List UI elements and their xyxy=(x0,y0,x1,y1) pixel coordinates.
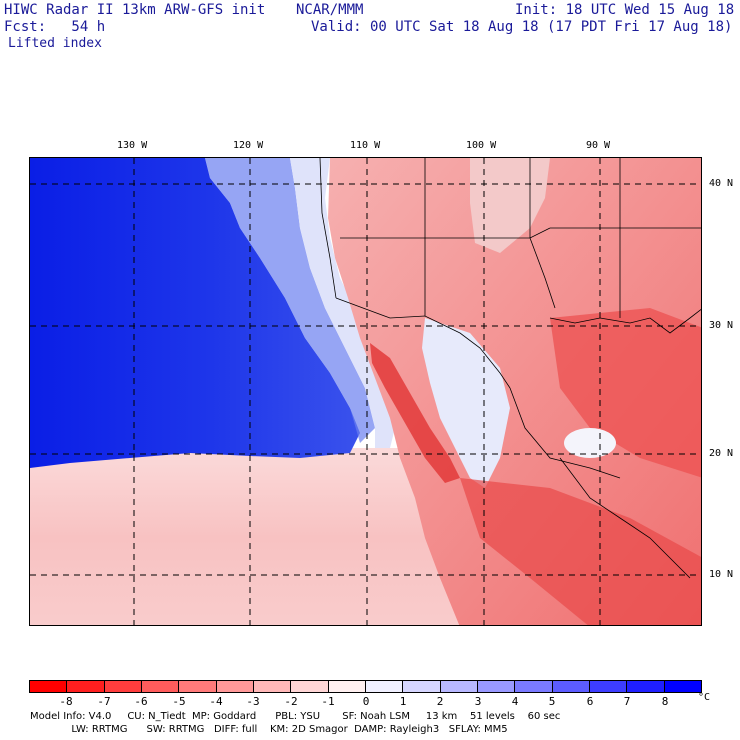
lon-label: 120 W xyxy=(233,140,264,151)
strong-instability-west-mexico xyxy=(370,343,460,483)
colorbar-swatch xyxy=(365,681,404,692)
coastal-blue-fade xyxy=(205,158,375,443)
map-canvas xyxy=(30,158,701,625)
colorbar-swatch xyxy=(216,681,254,692)
lon-label: 90 W xyxy=(586,140,611,151)
colorbar-swatch xyxy=(627,681,665,692)
model-title: HIWC Radar II 13km ARW-GFS init xyxy=(4,2,266,18)
colorbar-label: 1 xyxy=(399,695,407,708)
colorbar-label: -2 xyxy=(284,695,298,708)
model-info-line2: LW: RRTMG SW: RRTMG DIFF: full KM: 2D Sm… xyxy=(30,724,508,735)
colorbar-label: -5 xyxy=(172,695,186,708)
colorbar-label: 7 xyxy=(623,695,631,708)
colorbar-label: -3 xyxy=(246,695,260,708)
colorbar-label: -1 xyxy=(321,695,335,708)
colorbar-swatch xyxy=(141,681,180,692)
colorbar-swatch xyxy=(440,681,478,692)
lon-label: 100 W xyxy=(466,140,497,151)
political-borders xyxy=(319,158,701,579)
colorbar-swatch xyxy=(477,681,516,692)
neutral-strip xyxy=(290,158,400,448)
colorbar-swatch xyxy=(179,681,217,692)
colorbar-swatch xyxy=(291,681,329,692)
colorbar-label: 0 xyxy=(362,695,370,708)
colorbar-label: -8 xyxy=(59,695,73,708)
colorbar-swatch xyxy=(104,681,142,692)
lon-label: 130 W xyxy=(117,140,148,151)
colorbar-swatch xyxy=(403,681,441,692)
central-america-instability xyxy=(460,478,701,625)
colorbar-unit: °C xyxy=(697,692,711,703)
lat-label: 30 N xyxy=(709,320,734,331)
colorbar-label: -7 xyxy=(97,695,111,708)
lon-label: 110 W xyxy=(350,140,381,151)
forecast-hour: Fcst: 54 h xyxy=(4,19,106,35)
colorbar-swatch xyxy=(664,681,701,692)
init-time: Init: 18 UTC Wed 15 Aug 18 xyxy=(515,2,735,18)
colorbar xyxy=(29,680,702,693)
colorbar-label: 5 xyxy=(548,695,556,708)
colorbar-swatch xyxy=(589,681,628,692)
lifted-index-map xyxy=(29,157,702,626)
mexico-plateau-neutral xyxy=(422,318,510,488)
colorbar-label: 3 xyxy=(474,695,482,708)
colorbar-swatch xyxy=(328,681,366,692)
colorbar-label: 6 xyxy=(586,695,594,708)
colorbar-label: 8 xyxy=(661,695,669,708)
org-label: NCAR/MMM xyxy=(296,2,364,18)
colorbar-label: 4 xyxy=(511,695,519,708)
colorbar-label: -4 xyxy=(209,695,223,708)
lat-label: 20 N xyxy=(709,448,734,459)
pacific-stable-region xyxy=(30,158,360,468)
lat-label: 10 N xyxy=(709,569,734,580)
colorbar-label: 2 xyxy=(436,695,444,708)
yucatan-neutral-patch xyxy=(564,428,616,458)
lat-label: 40 N xyxy=(709,178,734,189)
colorbar-swatch xyxy=(515,681,553,692)
model-info-line1: Model Info: V4.0 CU: N_Tiedt MP: Goddard… xyxy=(30,711,561,722)
colorbar-swatch xyxy=(30,681,68,692)
valid-time: Valid: 00 UTC Sat 18 Aug 18 (17 PDT Fri … xyxy=(311,19,733,35)
strong-instability-gulf xyxy=(550,308,701,478)
colorbar-swatch xyxy=(552,681,590,692)
colorbar-label: -6 xyxy=(134,695,148,708)
land-unstable-region xyxy=(328,158,701,625)
colorbar-swatch xyxy=(67,681,105,692)
field-name: Lifted index xyxy=(8,36,102,51)
lat-lon-grid xyxy=(30,158,701,625)
colorbar-swatch xyxy=(253,681,292,692)
